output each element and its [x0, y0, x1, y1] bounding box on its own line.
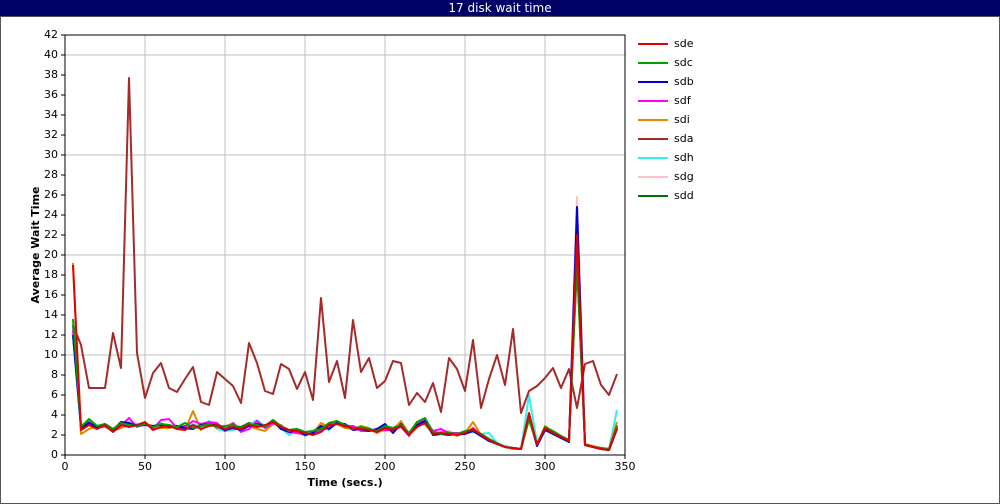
y-tick-label: 6: [51, 388, 58, 401]
y-tick-label: 4: [51, 408, 58, 421]
y-tick-label: 38: [44, 68, 58, 81]
x-tick-label: 50: [138, 460, 152, 473]
x-tick-label: 350: [615, 460, 636, 473]
y-axis-label: Average Wait Time: [29, 187, 42, 304]
chart-title: 17 disk wait time: [448, 1, 551, 15]
y-tick-label: 12: [44, 328, 58, 341]
legend-label: sdc: [674, 56, 693, 69]
legend-label: sdi: [674, 113, 690, 126]
y-tick-label: 40: [44, 48, 58, 61]
y-tick-label: 22: [44, 228, 58, 241]
x-axis-label: Time (secs.): [307, 476, 382, 489]
x-tick-label: 250: [455, 460, 476, 473]
y-tick-label: 0: [51, 448, 58, 461]
y-tick-label: 2: [51, 428, 58, 441]
title-bar: [0, 0, 1000, 16]
x-tick-label: 300: [535, 460, 556, 473]
x-tick-label: 0: [62, 460, 69, 473]
y-tick-label: 8: [51, 368, 58, 381]
legend-label: sda: [674, 132, 693, 145]
y-tick-label: 14: [44, 308, 58, 321]
plot-border: [64, 34, 626, 456]
x-tick-label: 100: [215, 460, 236, 473]
y-tick-label: 30: [44, 148, 58, 161]
y-tick-label: 36: [44, 88, 58, 101]
y-tick-label: 32: [44, 128, 58, 141]
legend-label: sdg: [674, 170, 694, 183]
y-tick-label: 16: [44, 288, 58, 301]
y-tick-label: 34: [44, 108, 58, 121]
y-tick-label: 26: [44, 188, 58, 201]
series-line: [72, 234, 618, 451]
y-tick-label: 18: [44, 268, 58, 281]
y-tick-label: 10: [44, 348, 58, 361]
legend-label: sdf: [674, 94, 692, 107]
series-line: [72, 77, 618, 414]
legend-label: sdh: [674, 151, 694, 164]
y-tick-label: 24: [44, 208, 58, 221]
plot-area: [65, 35, 625, 455]
legend-label: sdd: [674, 189, 694, 202]
legend-label: sde: [674, 37, 694, 50]
y-tick-label: 20: [44, 248, 58, 261]
x-tick-label: 150: [295, 460, 316, 473]
y-tick-label: 42: [44, 28, 58, 41]
x-tick-label: 200: [375, 460, 396, 473]
legend-label: sdb: [674, 75, 694, 88]
y-tick-label: 28: [44, 168, 58, 181]
